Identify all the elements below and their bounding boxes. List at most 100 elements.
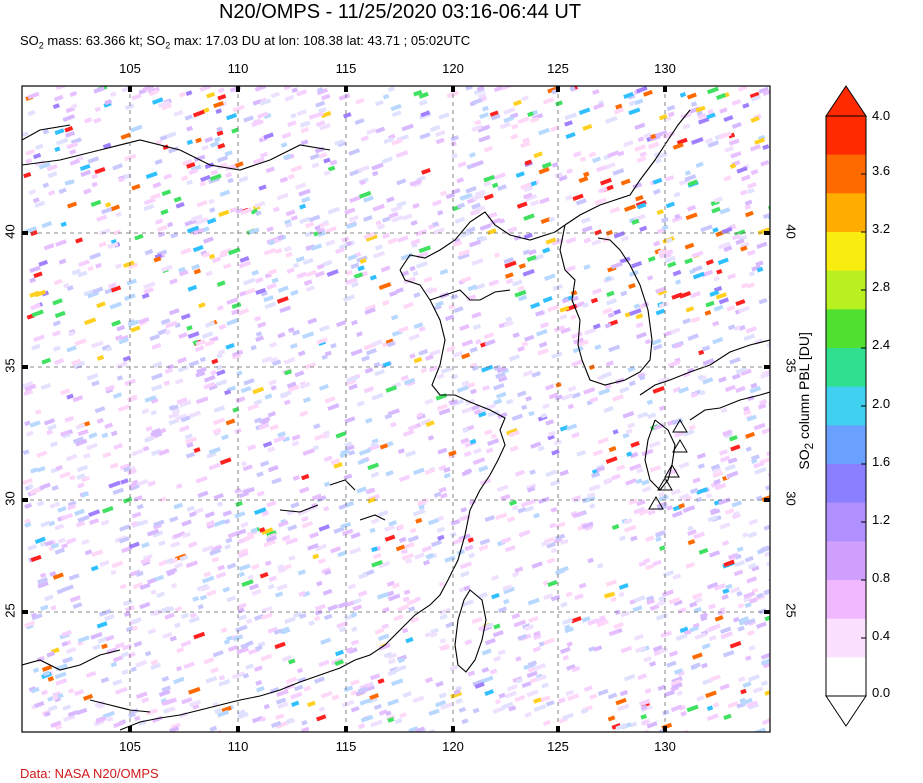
so2-pixel <box>387 652 397 660</box>
so2-pixel <box>102 142 112 150</box>
so2-pixel <box>493 383 505 391</box>
so2-pixel <box>72 395 84 403</box>
so2-pixel <box>143 203 155 212</box>
colorbar-label: 3.2 <box>872 221 891 236</box>
so2-pixel <box>255 276 264 284</box>
so2-pixel <box>165 557 174 564</box>
colorbar-label: 1.2 <box>872 512 891 527</box>
so2-pixel <box>296 89 308 97</box>
so2-pixel <box>22 381 34 389</box>
so2-pixel <box>456 202 466 209</box>
so2-pixel <box>203 236 214 244</box>
so2-pixel <box>744 555 754 563</box>
so2-pixel <box>308 620 315 626</box>
so2-pixel <box>123 611 131 617</box>
so2-pixel <box>242 486 255 495</box>
so2-pixel <box>595 465 606 473</box>
so2-pixel <box>195 370 206 378</box>
so2-pixel <box>638 698 651 707</box>
so2-pixel <box>235 500 243 507</box>
so2-pixel <box>542 719 552 726</box>
so2-pixel <box>67 179 75 185</box>
so2-pixel <box>673 599 683 607</box>
so2-pixel <box>471 258 484 266</box>
so2-pixel <box>44 594 54 602</box>
so2-pixel <box>255 287 267 296</box>
so2-pixel <box>169 635 177 642</box>
so2-pixel <box>484 338 496 347</box>
so2-pixel <box>104 422 113 430</box>
so2-pixel <box>273 435 286 444</box>
so2-pixel <box>179 269 189 277</box>
so2-pixel <box>643 89 653 97</box>
so2-pixel <box>346 270 353 276</box>
so2-pixel <box>202 251 211 258</box>
so2-pixel <box>290 342 298 350</box>
so2-pixel <box>254 417 263 424</box>
so2-pixel <box>608 629 619 637</box>
so2-pixel <box>550 125 559 132</box>
colorbar-segment <box>826 502 866 542</box>
so2-pixel <box>76 464 89 473</box>
so2-pixel <box>692 652 703 660</box>
so2-pixel <box>167 706 176 713</box>
so2-pixel <box>687 179 698 187</box>
so2-pixel <box>176 483 183 489</box>
so2-pixel <box>555 568 566 576</box>
so2-pixel <box>357 165 370 173</box>
so2-pixel <box>263 703 270 710</box>
so2-pixel <box>199 594 208 601</box>
so2-pixel <box>296 271 307 279</box>
so2-pixel <box>433 227 445 235</box>
so2-pixel <box>37 577 49 585</box>
so2-pixel <box>360 135 369 142</box>
so2-pixel <box>311 493 322 501</box>
so2-pixel <box>624 204 637 212</box>
so2-pixel <box>290 501 300 509</box>
so2-pixel <box>128 541 140 549</box>
so2-pixel <box>735 299 746 307</box>
so2-pixel <box>616 464 626 471</box>
so2-pixel <box>38 161 51 170</box>
so2-pixel <box>210 667 219 674</box>
so2-pixel <box>215 108 223 115</box>
so2-pixel <box>727 324 736 331</box>
so2-pixel <box>131 448 144 457</box>
so2-pixel <box>255 644 263 651</box>
so2-pixel <box>181 519 192 527</box>
so2-pixel <box>238 548 249 556</box>
so2-pixel <box>667 261 677 268</box>
so2-pixel <box>641 448 654 457</box>
so2-pixel <box>658 494 669 502</box>
so2-pixel <box>241 461 248 467</box>
so2-pixel <box>248 227 260 235</box>
so2-pixel <box>263 295 274 303</box>
so2-pixel <box>708 603 716 610</box>
so2-pixel <box>173 109 184 117</box>
colorbar-label: 1.6 <box>872 454 891 469</box>
so2-pixel <box>225 112 238 121</box>
so2-pixel <box>169 515 179 523</box>
colorbar-segment <box>826 193 866 233</box>
so2-pixel <box>646 721 658 729</box>
so2-pixel <box>335 649 344 657</box>
so2-pixel <box>547 580 558 588</box>
so2-pixel <box>708 550 721 558</box>
so2-pixel <box>147 628 157 635</box>
so2-pixel <box>83 188 92 195</box>
so2-pixel <box>743 596 753 603</box>
so2-pixel <box>487 409 500 418</box>
so2-pixel <box>327 403 340 411</box>
so2-pixel <box>676 137 688 145</box>
so2-pixel <box>327 165 336 172</box>
so2-pixel <box>624 312 631 318</box>
so2-pixel <box>252 99 262 106</box>
so2-pixel <box>284 616 296 625</box>
so2-pixel <box>541 540 551 547</box>
so2-pixel <box>222 586 231 593</box>
so2-pixel <box>719 522 731 530</box>
so2-pixel <box>425 354 434 361</box>
so2-pixel <box>485 447 494 454</box>
so2-pixel <box>758 608 767 615</box>
so2-pixel <box>192 227 205 236</box>
